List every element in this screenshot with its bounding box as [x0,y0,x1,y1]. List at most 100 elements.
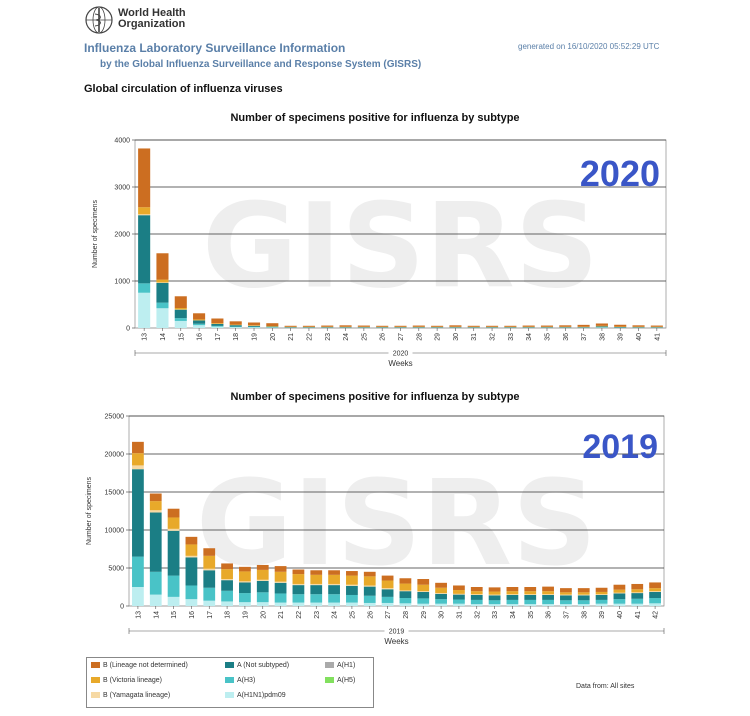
bar-segment-a-h3 [138,283,151,293]
bar-segment-b-victoria [167,517,180,529]
bar-segment-a-h1n1pdm09 [470,604,483,606]
legend-swatch [325,662,334,669]
bar-segment-b-not-determined [211,318,224,324]
bar-segment-a-h3 [363,595,376,603]
legend-label: B (Yamagata lineage) [103,692,171,699]
bar-segment-b-not-determined [650,325,663,327]
bar-segment-b-yamagata [577,594,590,596]
bar-segment-a-h1n1pdm09 [488,604,501,606]
bar-segment-a-h1n1pdm09 [292,602,305,606]
x-tick-label: 42 [653,611,660,619]
bar-segment-b-yamagata [435,593,447,594]
y-tick-label: 4000 [114,138,130,145]
bar-segment-a-not-subtyped [256,580,269,593]
bar-segment-a-h3 [292,594,305,603]
bar-segment-a-not-subtyped [185,557,198,586]
x-tick-label: 27 [398,333,405,341]
bar-segment-a-h1n1pdm09 [435,603,447,606]
bar-segment-b-not-determined [577,324,590,327]
bar-segment-a-h3 [506,599,519,605]
bar-segment-a-not-subtyped [292,585,305,595]
bar-segment-a-not-subtyped [203,570,216,588]
bar-segment-a-not-subtyped [229,325,242,327]
bar-segment-b-not-determined [363,571,376,577]
bar-segment-a-h1n1pdm09 [417,603,430,606]
bar-segment-b-victoria [149,501,162,511]
bar-segment-a-h3 [453,599,465,604]
x-tick-label: 16 [197,333,204,341]
bar-segment-b-not-determined [229,321,242,325]
bar-segment-b-yamagata [506,594,519,595]
bar-segment-b-not-determined [577,588,590,593]
x-tick-label: 37 [581,333,588,341]
x-tick-label: 31 [456,611,463,619]
bar-segment-a-h3 [274,593,287,603]
bar-segment-b-not-determined [149,493,162,502]
x-tick-label: 41 [635,611,642,619]
bar-segment-b-victoria [577,592,590,595]
bar-segment-b-not-determined [631,583,644,590]
legend-swatch [325,677,334,684]
bar-segment-b-not-determined [595,587,608,592]
bar-segment-b-yamagata [221,579,233,581]
page-subtitle: by the Global Influenza Surveillance and… [100,59,422,70]
bar-segment-b-victoria [211,323,224,324]
bar-segment-a-h1n1pdm09 [310,602,323,606]
x-tick-label: 40 [636,333,643,341]
bar-segment-b-victoria [506,591,519,595]
bar-segment-a-h3 [631,598,644,604]
bar-segment-a-h3 [149,571,162,595]
bar-segment-a-not-subtyped [328,585,340,595]
bar-segment-b-not-determined [256,564,269,570]
bar-segment-a-h3 [488,600,501,605]
bar-segment-b-victoria [560,592,572,595]
bar-segment-a-h1n1pdm09 [193,325,206,328]
bar-segment-b-not-determined [632,325,645,327]
bar-segment-a-not-subtyped [266,326,279,328]
bar-segment-a-h3 [381,596,394,603]
legend-label: A(H1N1)pdm09 [237,692,286,699]
bar-segment-b-yamagata [256,579,269,581]
bar-segment-a-not-subtyped [577,595,590,601]
x-tick-label: 28 [403,611,410,619]
bar-segment-a-not-subtyped [506,594,519,600]
bar-segment-b-not-determined [247,322,261,326]
bar-segment-b-yamagata [381,588,394,590]
bar-segment-a-h1n1pdm09 [185,599,198,606]
legend-item-a-h1n1pdm09: A(H1N1)pdm09 [225,692,286,699]
bar-segment-b-not-determined [540,325,554,327]
bar-segment-a-h1n1pdm09 [542,604,554,606]
bar-segment-a-h1n1pdm09 [346,602,358,606]
bar-segment-a-not-subtyped [167,530,180,576]
bar-segment-a-not-subtyped [453,594,465,600]
data-source-note: Data from: All sites [576,683,635,690]
x-tick-label: 38 [581,611,588,619]
bar-segment-a-h3 [185,585,198,600]
x-tick-label: 21 [288,333,295,341]
x-tick-label: 24 [343,333,350,341]
bar-segment-b-victoria [435,587,447,594]
bar-segment-b-yamagata [310,583,323,586]
bar-segment-b-yamagata [399,590,412,592]
bar-segment-a-not-subtyped [560,595,572,601]
bar-segment-b-victoria [185,544,198,556]
x-tick-label: 18 [233,333,240,341]
chart-2019-title: Number of specimens positive for influen… [230,391,520,403]
bar-segment-a-not-subtyped [435,593,447,600]
x-tick-label: 32 [490,333,497,341]
legend-item-a-h5: A(H5) [325,677,355,684]
bar-segment-b-victoria [310,574,323,584]
bar-segment-a-h3 [435,599,447,604]
bar-segment-b-yamagata [132,465,144,470]
watermark-text: GISRS [196,455,597,592]
bar-segment-a-h3 [560,600,572,605]
bar-segment-b-victoria [256,569,269,580]
y-tick-label: 10000 [105,528,125,535]
bar-segment-b-yamagata [595,594,608,595]
bar-segment-a-h1n1pdm09 [399,603,412,606]
bar-segment-b-victoria [613,589,626,593]
page-title: Influenza Laboratory Surveillance Inform… [84,41,346,55]
bar-segment-b-not-determined [506,587,519,592]
bar-segment-b-victoria [488,591,501,595]
x-tick-label: 25 [361,333,368,341]
